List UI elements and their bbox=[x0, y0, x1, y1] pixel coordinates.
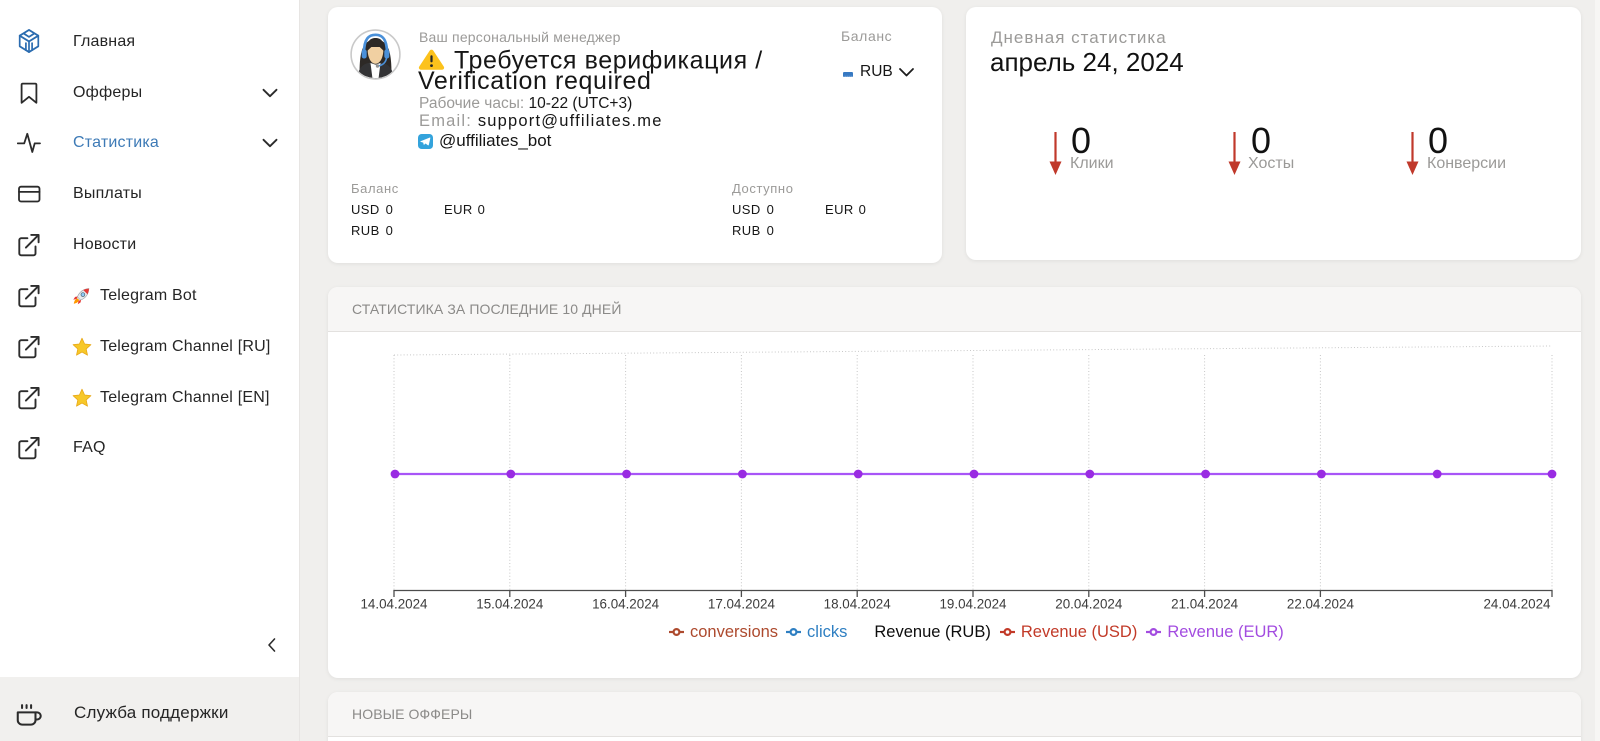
svg-text:24.04.2024: 24.04.2024 bbox=[1483, 597, 1551, 612]
svg-text:17.04.2024: 17.04.2024 bbox=[708, 597, 776, 612]
svg-text:14.04.2024: 14.04.2024 bbox=[360, 597, 428, 612]
svg-text:16.04.2024: 16.04.2024 bbox=[592, 597, 660, 612]
svg-text:19.04.2024: 19.04.2024 bbox=[939, 597, 1007, 612]
svg-text:15.04.2024: 15.04.2024 bbox=[476, 597, 544, 612]
svg-text:18.04.2024: 18.04.2024 bbox=[824, 597, 892, 612]
svg-text:20.04.2024: 20.04.2024 bbox=[1055, 597, 1123, 612]
svg-text:22.04.2024: 22.04.2024 bbox=[1287, 597, 1355, 612]
svg-text:21.04.2024: 21.04.2024 bbox=[1171, 597, 1239, 612]
